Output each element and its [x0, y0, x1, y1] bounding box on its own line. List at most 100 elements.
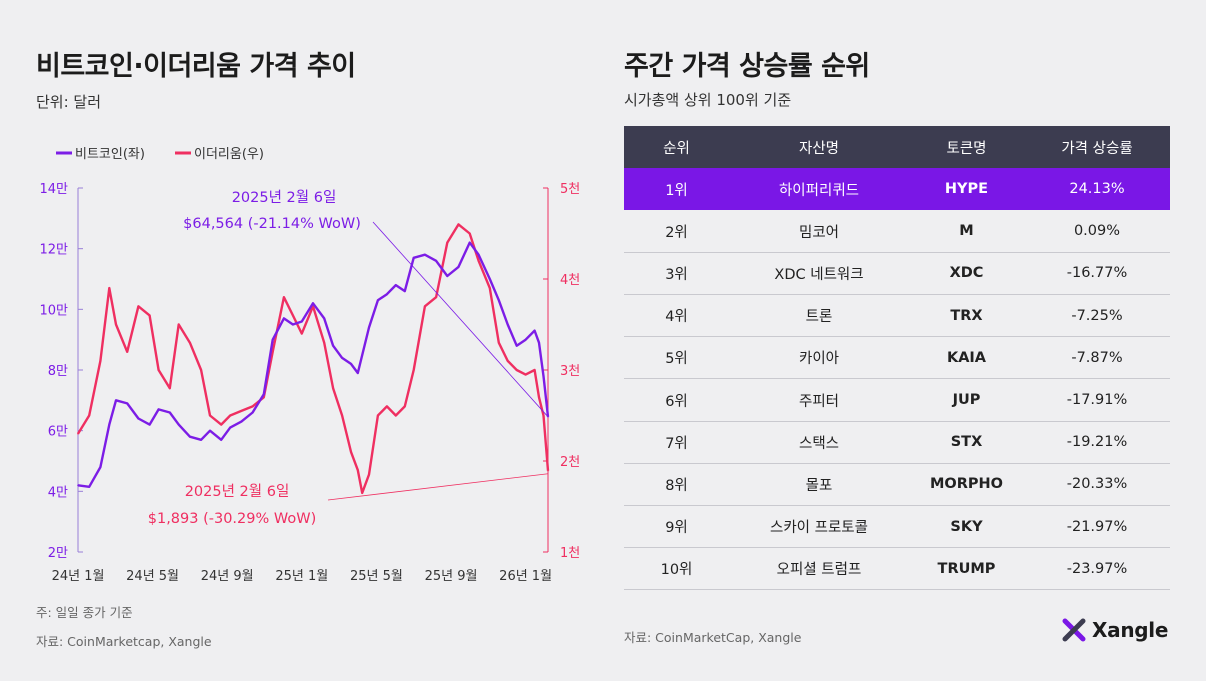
btc-line-point [341, 357, 343, 359]
eth-line-point [271, 351, 274, 353]
cell-change: 0.09% [1024, 210, 1170, 253]
btc-line-point [498, 299, 500, 301]
eth-line-point [99, 360, 102, 362]
header-token: 토큰명 [909, 126, 1024, 168]
btc-line-point [240, 420, 243, 423]
cell-token: STX [909, 421, 1024, 464]
btc-line-point [542, 375, 545, 377]
eth-line-point [350, 451, 352, 453]
btc-line-point [386, 293, 388, 295]
cell-token: TRUMP [909, 547, 1024, 591]
btc-line-point [169, 411, 171, 414]
cell-asset: 주피터 [729, 378, 909, 422]
cell-rank: 10위 [624, 547, 729, 591]
eth-line-point [395, 414, 397, 417]
eth-line-point [377, 414, 379, 417]
legend-label-btc: 비트코인(좌) [75, 147, 145, 162]
btc-annotation-date: 2025년 2월 6일 [232, 189, 337, 206]
eth-line-point [477, 260, 480, 262]
btc-line-point [189, 435, 191, 438]
eth-line [76, 223, 550, 495]
cell-asset: 트론 [729, 294, 909, 338]
cell-change: -16.77% [1024, 252, 1170, 296]
cell-rank: 4위 [624, 294, 729, 338]
x-tick-label: 25년 5월 [350, 569, 403, 584]
cell-rank: 8위 [624, 463, 729, 507]
table-header-row: 순위 자산명 토큰명 가격 상승률 [624, 126, 1170, 168]
btc-line-point [357, 372, 359, 374]
btc-line-point [457, 266, 460, 268]
btc-line-point [446, 275, 449, 277]
y-right-tick-label: 5천 [560, 182, 580, 197]
cell-change: -7.87% [1024, 336, 1170, 380]
y-right-tick-label: 1천 [560, 546, 580, 561]
btc-line-point [99, 466, 102, 468]
eth-line-point [209, 414, 211, 417]
cell-asset: 몰포 [729, 463, 909, 507]
cell-token: M [909, 210, 1024, 253]
eth-line-point [435, 296, 437, 298]
x-tick-label: 25년 1월 [275, 569, 328, 584]
y-right-tick-label: 3천 [560, 364, 580, 379]
btc-line-point [137, 417, 140, 420]
btc-line-point [115, 399, 117, 402]
eth-line-point [323, 341, 326, 344]
eth-line-point [240, 410, 243, 412]
x-tick-label: 24년 5월 [126, 569, 179, 584]
table-row: 4위 트론 TRX -7.25% [624, 294, 1170, 338]
x-tick-label: 26년 1월 [499, 569, 552, 584]
btc-line-point [489, 278, 491, 280]
eth-line-point [524, 373, 527, 376]
btc-line-point [148, 423, 151, 426]
eth-line-point [489, 287, 491, 289]
table-row: 5위 카이아 KAIA -7.87% [624, 336, 1170, 380]
cell-rank: 9위 [624, 505, 729, 549]
cell-rank: 5위 [624, 336, 729, 380]
cell-asset: 카이아 [729, 336, 909, 380]
eth-line-point [220, 423, 222, 426]
legend-label-eth: 이더리움(우) [194, 147, 264, 162]
btc-line-point [108, 423, 111, 426]
btc-line-point [477, 253, 480, 256]
header-change: 가격 상승률 [1024, 126, 1170, 168]
table-row: 9위 스카이 프로토콜 SKY -21.97% [624, 505, 1170, 549]
btc-line-point [515, 344, 518, 347]
eth-line-point [115, 323, 117, 326]
table-row: 10위 오피셜 트럼프 TRUMP -23.97% [624, 547, 1170, 591]
btc-line-point [200, 439, 202, 441]
eth-line-point [515, 369, 518, 371]
eth-line-point [404, 405, 406, 408]
table-row: 3위 XDC 네트워크 XDC -16.77% [624, 252, 1170, 296]
eth-line-point [412, 369, 415, 371]
y-left-tick-label: 10만 [39, 303, 68, 318]
eth-line-point [368, 473, 370, 476]
chart-axes: 2만 4만 6만 8만 10만 12만 14만 1천 2천 3천 4천 5천 24년 1월 24년 5월 2… [39, 182, 580, 584]
table-panel: 주간 가격 상승률 순위 시가총액 상위 100위 기준 순위 자산명 토큰명 … [600, 0, 1206, 681]
btc-line-point [177, 423, 180, 426]
cell-asset: 오피셜 트럼프 [729, 547, 909, 591]
cell-rank: 3위 [624, 252, 729, 296]
eth-line-point [424, 305, 426, 308]
eth-line-point [200, 369, 202, 371]
btc-line-point [395, 284, 397, 286]
cell-token: JUP [909, 378, 1024, 422]
y-left-tick-label: 4만 [48, 485, 68, 500]
x-tick-label: 24년 1월 [52, 569, 105, 584]
eth-line-point [137, 305, 140, 308]
y-left-tick-label: 2만 [48, 546, 68, 561]
price-chart: 비트코인(좌) 이더리움(우) 2만 4만 6만 8만 10만 12만 14만 1천 2천 3천 4… [39, 147, 580, 584]
eth-line-point [457, 223, 460, 226]
cell-asset: XDC 네트워크 [729, 252, 909, 296]
header-rank: 순위 [624, 126, 729, 168]
btc-line-point [424, 253, 426, 256]
y-right-tick-label: 2천 [560, 455, 580, 470]
btc-line-point [468, 241, 471, 244]
chart-unit: 단위: 달러 [36, 93, 102, 111]
eth-line-point [148, 314, 151, 317]
btc-line-point [332, 344, 334, 347]
cell-rank: 1위 [624, 168, 729, 211]
cell-asset: 밈코어 [729, 210, 909, 253]
btc-line-point [229, 426, 231, 429]
eth-line-point [229, 414, 231, 417]
eth-line-point [251, 405, 254, 408]
